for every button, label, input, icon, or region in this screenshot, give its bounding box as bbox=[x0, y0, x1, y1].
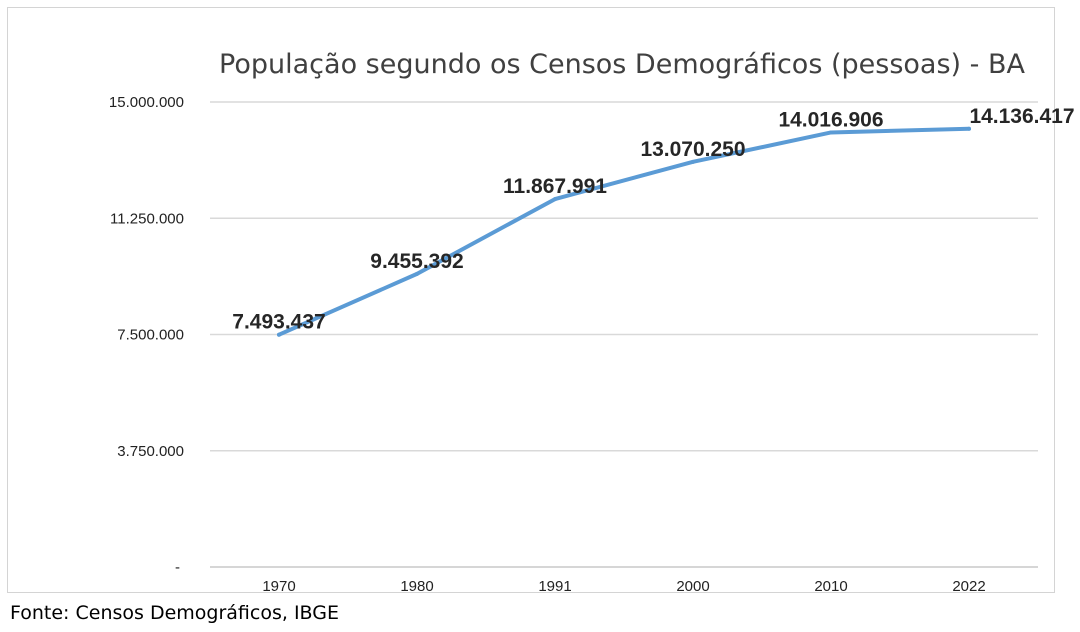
x-tick-label: 1980 bbox=[400, 578, 433, 595]
data-label: 14.016.906 bbox=[778, 108, 883, 131]
y-tick-label: 3.750.000 bbox=[117, 443, 184, 460]
data-label: 11.867.991 bbox=[503, 175, 607, 198]
data-label: 9.455.392 bbox=[370, 250, 463, 273]
chart-frame bbox=[7, 7, 1055, 593]
gridlines bbox=[210, 101, 1038, 568]
series-line bbox=[277, 126, 971, 337]
y-tick-label: 11.250.000 bbox=[110, 210, 184, 227]
y-tick-label: - bbox=[175, 559, 180, 576]
data-labels: 7.493.437 9.455.392 11.867.991 13.070.250 14… bbox=[232, 105, 1074, 334]
data-label: 14.136.417 bbox=[969, 105, 1074, 128]
series-layer bbox=[277, 126, 971, 337]
x-tick-label: 2022 bbox=[952, 578, 985, 595]
y-tick-label: 15.000.000 bbox=[109, 94, 184, 111]
x-axis-ticks: 1970 1980 1991 2000 2010 2022 bbox=[262, 578, 985, 595]
data-label: 13.070.250 bbox=[640, 138, 745, 161]
y-axis-ticks: - 3.750.000 7.500.000 11.250.000 15.000.000 bbox=[109, 94, 184, 576]
data-point bbox=[415, 271, 419, 276]
data-point bbox=[553, 197, 557, 202]
x-tick-label: 2010 bbox=[814, 578, 847, 595]
chart-title: População segundo os Censos Demográficos… bbox=[219, 49, 1025, 80]
x-tick-label: 1991 bbox=[538, 578, 571, 595]
data-label: 7.493.437 bbox=[232, 311, 325, 334]
line-chart: População segundo os Censos Demográficos… bbox=[109, 49, 1075, 595]
data-point bbox=[277, 332, 281, 337]
data-point bbox=[829, 130, 833, 135]
x-tick-label: 2000 bbox=[676, 578, 709, 595]
x-tick-label: 1970 bbox=[262, 578, 295, 595]
y-tick-label: 7.500.000 bbox=[117, 327, 184, 344]
data-point bbox=[691, 159, 695, 164]
source-note: Fonte: Censos Demográficos, IBGE bbox=[10, 602, 339, 624]
data-point bbox=[967, 126, 971, 131]
